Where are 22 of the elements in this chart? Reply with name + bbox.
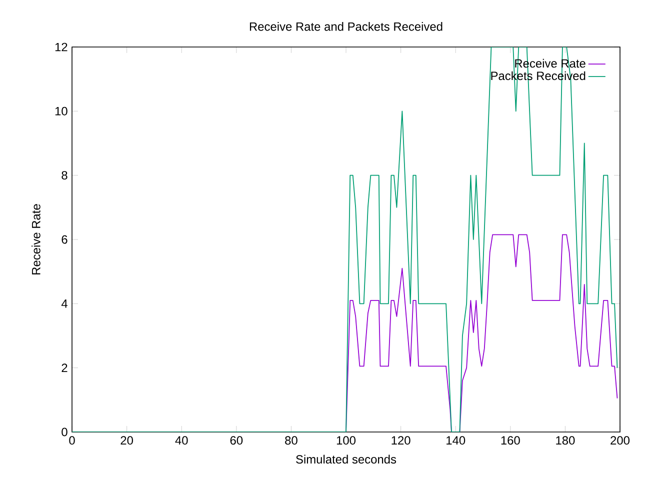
x-tick-label: 40	[175, 436, 188, 445]
line-series	[72, 46, 618, 432]
y-tick-label: 8	[62, 171, 68, 180]
x-tick-label: 180	[556, 436, 575, 445]
x-tick-label: 160	[501, 436, 520, 445]
x-tick-label: 60	[230, 436, 243, 445]
y-tick-label: 12	[55, 42, 68, 52]
chart-title: Receive Rate and Packets Received	[250, 22, 442, 31]
x-tick-label: 120	[392, 436, 410, 445]
x-tick-label: 0	[69, 436, 75, 445]
x-tick-label: 140	[446, 436, 466, 445]
y-tick-label: 6	[62, 235, 68, 244]
x-tick-label: 100	[336, 436, 356, 445]
x-tick-label: 20	[120, 436, 133, 445]
x-tick-label: 200	[610, 436, 630, 445]
y-tick-label: 10	[55, 106, 68, 116]
y-axis-title: Receive Rate	[32, 204, 40, 274]
y-tick-label: 4	[61, 300, 68, 308]
y-tick-label: 0	[62, 428, 68, 436]
x-tick-label: 80	[285, 436, 298, 445]
y-tick-label: 2	[62, 364, 68, 372]
x-axis-title: Simulated seconds	[296, 454, 396, 464]
